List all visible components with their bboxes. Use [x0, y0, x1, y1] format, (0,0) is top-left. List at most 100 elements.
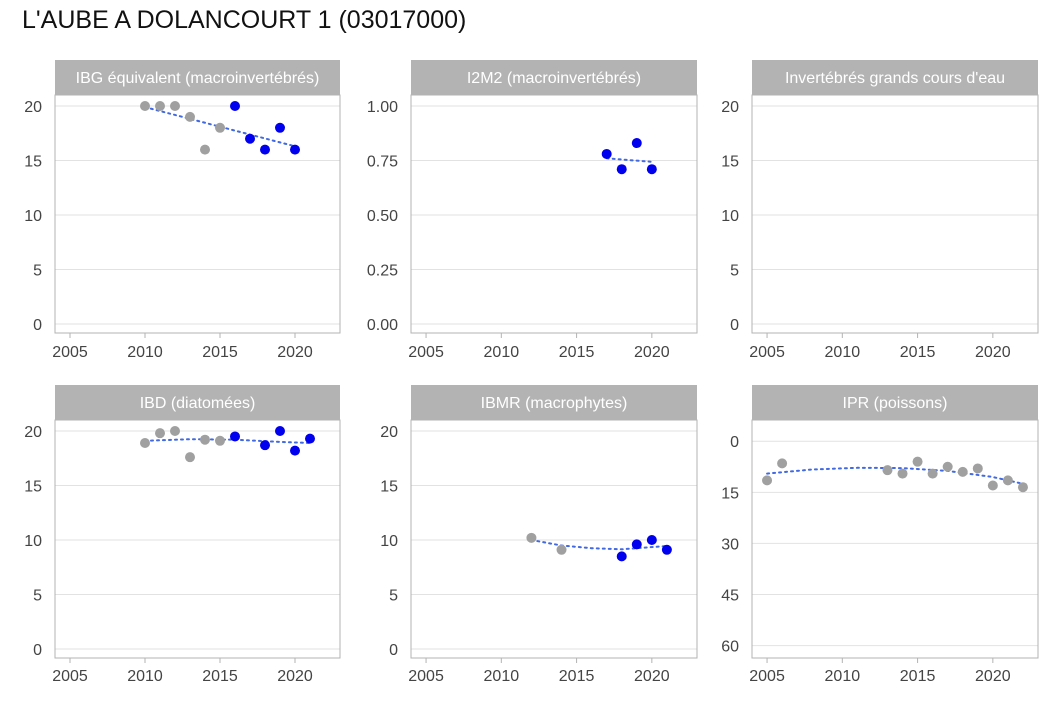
y-tick-label: 60 [721, 639, 739, 656]
panel-title: IPR (poissons) [843, 395, 948, 412]
y-tick-label: 5 [33, 588, 42, 605]
data-point-recent [260, 440, 270, 451]
y-tick-label: 0 [33, 642, 42, 659]
x-tick-label: 2010 [484, 344, 520, 361]
x-tick-label: 2015 [559, 668, 595, 685]
panel-title: I2M2 (macroinvertébrés) [467, 70, 641, 87]
x-tick-label: 2010 [127, 344, 163, 361]
data-point-historic [987, 480, 998, 491]
x-tick-label: 2005 [52, 344, 88, 361]
y-tick-label: 0 [730, 434, 739, 451]
x-tick-label: 2010 [825, 344, 861, 361]
y-tick-label: 15 [721, 154, 739, 171]
data-point-historic [897, 468, 908, 479]
y-tick-label: 15 [721, 485, 739, 502]
x-tick-label: 2015 [559, 344, 595, 361]
data-point-historic [155, 428, 165, 439]
x-tick-label: 2005 [749, 344, 785, 361]
trend-line [530, 539, 668, 551]
x-tick-label: 2005 [52, 668, 88, 685]
panel-title: IBD (diatomées) [140, 395, 256, 412]
x-tick-label: 2020 [634, 344, 670, 361]
panel-border [54, 419, 341, 659]
data-point-historic [170, 101, 180, 111]
data-point-historic [155, 101, 165, 111]
panel-background [55, 420, 340, 658]
chart-panel-1: IBG équivalent (macroinvertébrés) 0 5 10 15 2… [24, 60, 341, 361]
y-tick-label: 5 [730, 263, 739, 280]
panel-strip [752, 385, 1038, 420]
panel-background [752, 95, 1038, 333]
data-point-recent [230, 101, 240, 111]
y-tick-label: 0 [33, 317, 42, 334]
data-point-historic [140, 437, 150, 448]
y-tick-label: 10 [24, 208, 42, 225]
trend-line [605, 157, 653, 163]
data-point-historic [140, 101, 150, 111]
data-point-recent [646, 535, 657, 545]
data-point-historic [972, 463, 983, 474]
chart-panel-5: IBMR (macrophytes) 0 5 10 15 20 2005 2010 2015 20… [380, 385, 698, 685]
y-tick-label: 20 [721, 99, 739, 116]
chart-panel-6: IPR (poissons) 0 15 30 45 60 2005 2010 2015 2020 [721, 385, 1039, 685]
panel-background [55, 95, 340, 333]
y-tick-label: 15 [24, 154, 42, 171]
data-point-historic [957, 466, 968, 477]
y-tick-label: 1.00 [367, 99, 398, 116]
y-tick-label: 5 [33, 263, 42, 280]
data-point-historic [882, 465, 893, 476]
x-tick-label: 2020 [277, 344, 313, 361]
x-tick-label: 2015 [900, 344, 936, 361]
data-point-recent [275, 426, 285, 436]
data-point-recent [661, 544, 672, 555]
data-point-recent [646, 164, 657, 175]
y-tick-label: 0.00 [367, 317, 398, 334]
data-point-historic [185, 111, 195, 122]
data-point-recent [290, 144, 300, 155]
y-tick-label: 5 [389, 588, 398, 605]
panel-strip [752, 60, 1038, 95]
data-point-recent [616, 164, 627, 175]
y-tick-label: 10 [380, 533, 398, 550]
y-tick-label: 0 [730, 317, 739, 334]
chart-panel-2: I2M2 (macroinvertébrés) 0.00 0.25 0.50 0.75 1… [367, 60, 698, 361]
panel-strip [55, 385, 340, 420]
y-tick-label: 0 [389, 642, 398, 659]
y-tick-label: 20 [380, 424, 398, 441]
data-point-historic [185, 452, 195, 463]
panel-border [410, 94, 698, 334]
x-tick-label: 2020 [277, 668, 313, 685]
panel-strip [411, 60, 697, 95]
panel-border [54, 94, 341, 334]
x-tick-label: 2020 [634, 668, 670, 685]
data-point-recent [245, 133, 255, 144]
data-point-historic [1002, 475, 1013, 486]
panel-border [751, 94, 1039, 334]
y-tick-label: 20 [24, 424, 42, 441]
x-tick-label: 2015 [202, 668, 238, 685]
panel-border [751, 419, 1039, 659]
data-point-recent [601, 148, 612, 159]
data-point-historic [912, 456, 923, 467]
data-point-recent [616, 551, 627, 562]
page-title: L'AUBE A DOLANCOURT 1 (03017000) [22, 6, 467, 34]
y-tick-label: 10 [24, 533, 42, 550]
y-tick-label: 0.25 [367, 263, 398, 280]
y-tick-label: 30 [721, 536, 739, 553]
x-tick-label: 2005 [749, 668, 785, 685]
y-tick-label: 0.50 [367, 208, 398, 225]
x-tick-label: 2020 [975, 668, 1011, 685]
panel-background [752, 420, 1038, 658]
panel-strip [55, 60, 340, 95]
x-tick-label: 2015 [202, 344, 238, 361]
panel-title: IBMR (macrophytes) [481, 395, 628, 412]
x-tick-label: 2005 [408, 344, 444, 361]
data-point-historic [200, 144, 210, 155]
data-point-recent [631, 138, 642, 149]
panel-strip [411, 385, 697, 420]
y-tick-label: 20 [24, 99, 42, 116]
chart-panel-4: IBD (diatomées) 0 5 10 15 20 2005 2010 2015 2020 [24, 385, 341, 685]
x-tick-label: 2015 [900, 668, 936, 685]
y-tick-label: 15 [24, 479, 42, 496]
